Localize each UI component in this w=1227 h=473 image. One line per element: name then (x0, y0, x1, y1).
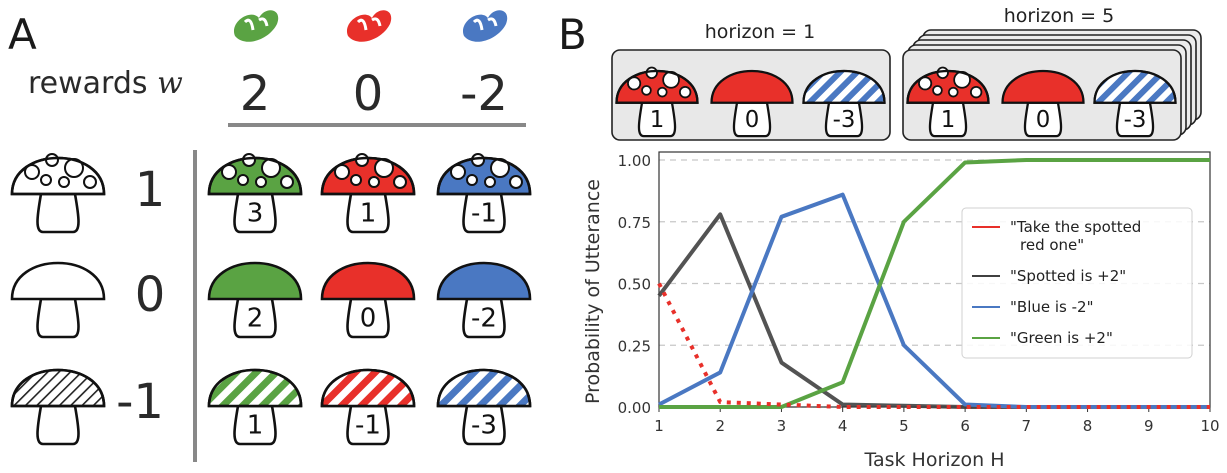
y-axis-label: Probability of Utterance (582, 179, 604, 404)
mushroom-value: 1 (247, 410, 264, 440)
box-mushroom: -3 (1093, 70, 1177, 138)
series-line (659, 158, 1210, 409)
rewards-label: rewards w (28, 66, 183, 101)
cell-mushroom: -1 (436, 153, 532, 234)
legend-label: "Blue is -2" (1010, 298, 1093, 316)
x-tick-label: 7 (1022, 417, 1032, 435)
x-tick-label: 5 (899, 417, 909, 435)
horizon-1-box: 1 0 -3 (611, 49, 891, 141)
mushroom-value: -3 (1124, 107, 1147, 133)
panel-a-figure: 2 0 -2 1 0 -1 3 1 -1 2 0 -2 1 -1 -3 (10, 10, 532, 462)
mushroom-value: 3 (247, 198, 264, 228)
mushroom-value: 2 (247, 303, 264, 333)
mushroom-value: 0 (1036, 107, 1051, 133)
box-mushroom: -3 (802, 70, 886, 138)
pattern-mushroom (10, 368, 106, 446)
x-tick-label: 4 (838, 417, 848, 435)
mushroom-value: 0 (745, 107, 760, 133)
pattern-weight-value: 0 (135, 267, 166, 323)
rewards-label-text: rewards (28, 66, 148, 101)
y-tick-label: 0.00 (618, 399, 651, 417)
x-tick-label: 3 (777, 417, 787, 435)
x-tick-label: 10 (1200, 417, 1219, 435)
cell-mushroom: 3 (207, 153, 303, 234)
legend-label: "Spotted is +2" (1010, 267, 1126, 285)
cell-mushroom: 1 (320, 153, 416, 234)
panel-b-letter: B (558, 10, 587, 59)
mushroom-value: -2 (471, 303, 497, 333)
box-mushroom: 1 (906, 66, 990, 138)
mushroom-value: -3 (833, 107, 856, 133)
box-mushroom: 0 (710, 70, 794, 138)
x-axis-label: Task Horizon H (863, 449, 1004, 471)
cell-mushroom: -1 (320, 368, 416, 446)
pattern-mushroom (10, 153, 106, 234)
legend-label: "Take the spotted (1010, 218, 1141, 236)
rewards-symbol: w (157, 66, 183, 101)
mushroom-value: 0 (360, 303, 377, 333)
color-swatch (346, 10, 392, 42)
box1-title: horizon = 1 (705, 21, 815, 43)
cell-mushroom: -3 (436, 368, 532, 446)
y-tick-label: 0.25 (618, 337, 651, 355)
mushroom-value: -1 (355, 410, 381, 440)
box-mushroom: 1 (615, 66, 699, 138)
mushroom-value: 1 (360, 198, 377, 228)
cell-mushroom: 0 (320, 261, 416, 339)
color-weight-value: 2 (240, 66, 271, 122)
y-tick-label: 1.00 (618, 152, 651, 170)
mushroom-value: 1 (941, 107, 956, 133)
x-tick-label: 9 (1144, 417, 1154, 435)
color-swatch (462, 10, 508, 42)
color-weight-value: -2 (460, 66, 508, 122)
legend-label: "Green is +2" (1010, 329, 1113, 347)
horizon-5-box: 1 0 -3 (902, 49, 1182, 141)
x-tick-label: 6 (960, 417, 970, 435)
y-tick-label: 0.50 (618, 276, 651, 294)
box2-title: horizon = 5 (1004, 5, 1114, 27)
pattern-weight-value: 1 (135, 162, 166, 218)
cell-mushroom: 2 (207, 261, 303, 339)
panel-a-letter: A (8, 10, 37, 59)
mushroom-value: -1 (471, 198, 497, 228)
legend-label: red one" (1020, 236, 1084, 254)
cell-mushroom: 1 (207, 368, 303, 446)
mushroom-value: -3 (471, 410, 497, 440)
color-weight-value: 0 (353, 66, 384, 122)
y-tick-label: 0.75 (618, 214, 651, 232)
color-swatch (233, 10, 279, 42)
mushroom-value: 1 (650, 107, 665, 133)
box-mushroom: 0 (1001, 70, 1085, 138)
cell-mushroom: -2 (436, 261, 532, 339)
x-tick-label: 1 (654, 417, 664, 435)
x-tick-label: 8 (1083, 417, 1093, 435)
series-line (657, 282, 1210, 409)
pattern-mushroom (10, 261, 106, 339)
x-tick-label: 2 (715, 417, 725, 435)
pattern-weight-value: -1 (116, 374, 164, 430)
